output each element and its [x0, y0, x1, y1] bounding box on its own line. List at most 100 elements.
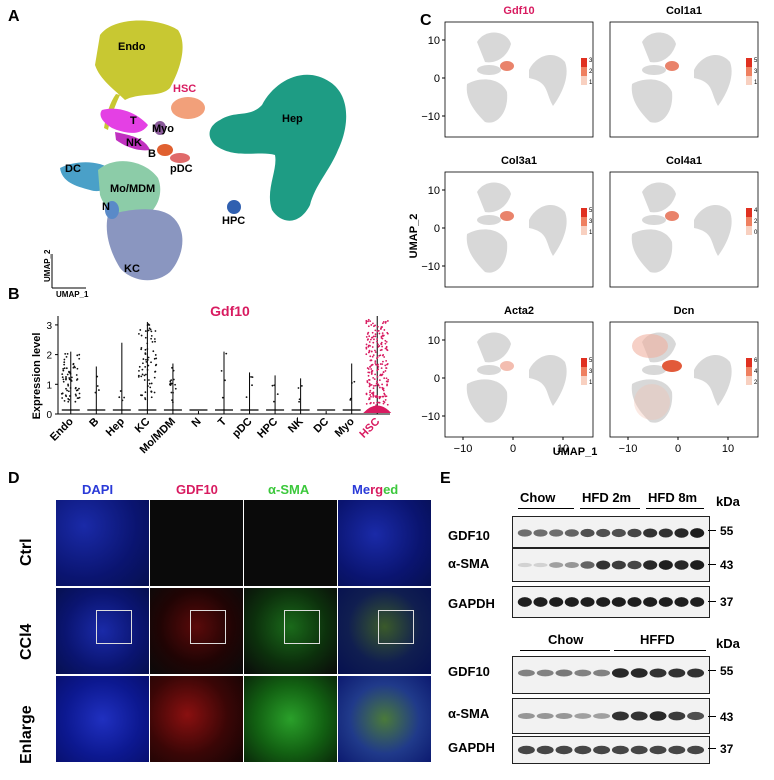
- blot-band: [549, 562, 564, 568]
- blot-band: [593, 745, 611, 755]
- violin-x-tick-label: KC: [133, 416, 153, 436]
- feature-y-tick-label: 10: [428, 335, 440, 347]
- violin-point: [384, 342, 387, 345]
- panel-letter-c: C: [420, 12, 432, 29]
- blot-band: [555, 745, 573, 755]
- violin-point: [383, 401, 386, 404]
- violin-point: [370, 368, 373, 370]
- violin-x-tick-label: Myo: [333, 415, 357, 439]
- blot-band: [517, 745, 535, 755]
- violin-point: [148, 324, 151, 326]
- violin-y-tick-label: 2: [46, 351, 52, 362]
- panel-letter-d: D: [8, 470, 20, 487]
- violin-point: [150, 382, 153, 385]
- blot-band: [580, 528, 595, 538]
- colorbar-segment: [746, 208, 752, 217]
- blot-band: [611, 528, 626, 538]
- violin-title: Gdf10: [210, 303, 250, 319]
- blot-top-band-label-1: GDF10: [448, 528, 490, 543]
- violin-point: [220, 369, 223, 372]
- violin-point: [385, 340, 388, 343]
- violin-point: [372, 393, 374, 396]
- violin-point: [376, 380, 378, 383]
- blot-top-group-3: HFD 8m: [648, 490, 698, 505]
- violin-point: [382, 320, 385, 323]
- violin-point: [372, 402, 375, 404]
- kda-tick: [708, 748, 716, 749]
- violin-point: [379, 373, 382, 376]
- blot-band: [668, 668, 686, 678]
- violin-point: [371, 355, 374, 358]
- violin-point: [141, 368, 144, 371]
- violin-point: [144, 373, 147, 376]
- violin-point: [146, 324, 149, 327]
- violin-point: [366, 367, 369, 369]
- violin-point: [374, 329, 377, 332]
- blot-bottom-band-label-1: GDF10: [448, 664, 490, 679]
- blot-bottom-band-label-3: GAPDH: [448, 740, 495, 755]
- image-ctrl-asma: [244, 500, 337, 586]
- cluster-label-myo: Myo: [152, 123, 174, 135]
- blot-bottom-kda-1: 55: [720, 664, 734, 678]
- violin-point: [368, 341, 371, 343]
- blot-bottom-kda-3: 37: [720, 742, 734, 756]
- violin-point: [384, 364, 387, 367]
- blot-band: [674, 597, 689, 607]
- violin-point: [137, 374, 140, 377]
- violin-point: [384, 370, 387, 372]
- violin-point: [62, 380, 65, 383]
- violin-point: [72, 363, 75, 366]
- violin-point: [381, 326, 383, 328]
- violin-point: [384, 399, 387, 401]
- violin-point: [350, 382, 353, 384]
- zoom-box: [96, 610, 132, 644]
- feature-panel-gdf10: [444, 21, 594, 138]
- feature-panel-acta2: [444, 321, 594, 438]
- violin-point: [67, 400, 70, 403]
- violin-point: [369, 391, 371, 394]
- blot-band: [574, 713, 592, 719]
- violin-point: [300, 385, 303, 387]
- blot-band: [690, 597, 705, 607]
- violin-point: [365, 402, 368, 405]
- colorbar-tick-label: 3: [589, 219, 593, 225]
- blot-band: [564, 597, 579, 607]
- blot-bottom-asma: [512, 698, 710, 734]
- violin-point: [154, 340, 156, 343]
- violin-point: [146, 385, 149, 387]
- feature-y-tick-label: 10: [428, 35, 440, 47]
- violin-point: [379, 328, 382, 330]
- colorbar-tick-label: 3: [589, 58, 593, 64]
- col-label-gdf10: GDF10: [176, 482, 218, 497]
- violin-point: [381, 383, 384, 386]
- image-enlarge-gdf10: [150, 676, 243, 762]
- violin-point: [62, 378, 65, 381]
- feature-plot-grid: Gdf10321100−10Col1a1531Col3a1531100−10Co…: [408, 5, 759, 458]
- zoom-box: [190, 610, 226, 644]
- umap-shape: [466, 379, 508, 423]
- blot-top-band-label-2: α-SMA: [448, 556, 490, 571]
- violin-point: [382, 402, 385, 405]
- blot-top-kda-1: 55: [720, 524, 734, 538]
- violin-point: [372, 322, 374, 325]
- feature-panel-dcn: [609, 321, 759, 438]
- violin-point: [368, 385, 371, 388]
- umap-shape: [477, 332, 511, 363]
- violin-point: [171, 366, 173, 369]
- feature-title-col4a1: Col4a1: [666, 155, 702, 167]
- cluster-label-hep: Hep: [282, 113, 303, 125]
- violin-point: [150, 330, 153, 333]
- violin-point: [297, 387, 300, 389]
- violin-point: [94, 391, 97, 394]
- blot-top-kda-2: 43: [720, 558, 734, 572]
- violin-x-tick-label: NK: [286, 416, 306, 436]
- blot-band: [627, 560, 642, 570]
- blot-band: [649, 711, 667, 721]
- cluster-endo: [95, 20, 183, 100]
- violin-point: [148, 379, 150, 381]
- violin-point: [385, 348, 388, 351]
- blot-band: [674, 528, 689, 538]
- violin-point: [372, 395, 375, 398]
- violin-point: [377, 325, 379, 328]
- blot-band: [596, 597, 611, 607]
